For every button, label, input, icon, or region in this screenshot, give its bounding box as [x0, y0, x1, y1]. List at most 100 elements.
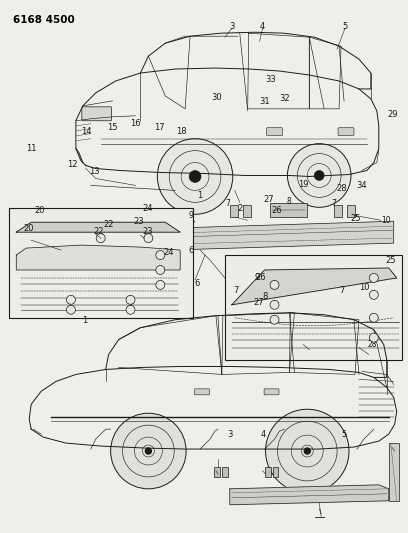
Text: 30: 30 [211, 93, 222, 102]
Text: 28: 28 [367, 340, 377, 349]
Circle shape [67, 305, 75, 314]
Bar [389, 443, 399, 501]
Text: 23: 23 [142, 227, 153, 236]
Text: 8: 8 [286, 197, 291, 206]
Bar [222, 467, 228, 477]
FancyBboxPatch shape [82, 107, 112, 121]
Bar [334, 205, 342, 217]
Text: 31: 31 [259, 96, 270, 106]
Text: 16: 16 [130, 119, 140, 128]
Circle shape [67, 295, 75, 304]
Text: 6: 6 [194, 279, 200, 288]
Bar [230, 205, 238, 217]
Text: 22: 22 [93, 227, 104, 236]
Circle shape [181, 163, 209, 190]
Text: 3: 3 [228, 430, 233, 439]
Text: 4: 4 [260, 22, 265, 31]
Polygon shape [170, 221, 394, 250]
Text: 1: 1 [197, 191, 203, 200]
Circle shape [126, 305, 135, 314]
Text: 6168 4500: 6168 4500 [13, 15, 75, 25]
Circle shape [369, 273, 378, 282]
Circle shape [270, 280, 279, 289]
Text: 27: 27 [253, 298, 264, 308]
Circle shape [157, 139, 233, 214]
Text: 19: 19 [298, 180, 308, 189]
Text: 2: 2 [129, 300, 134, 309]
Circle shape [189, 171, 201, 182]
Text: 17: 17 [154, 123, 165, 132]
FancyBboxPatch shape [266, 128, 282, 136]
Text: 11: 11 [27, 144, 37, 154]
Text: 6: 6 [188, 246, 194, 255]
FancyBboxPatch shape [338, 128, 354, 136]
Text: 24: 24 [163, 247, 173, 256]
Bar [273, 467, 279, 477]
Circle shape [291, 435, 323, 467]
Text: 15: 15 [108, 123, 118, 132]
Circle shape [369, 290, 378, 300]
Circle shape [304, 448, 310, 454]
Text: 14: 14 [81, 127, 92, 136]
Circle shape [314, 171, 324, 181]
Bar [264, 467, 271, 477]
Circle shape [135, 437, 162, 465]
Text: 20: 20 [23, 224, 34, 233]
Circle shape [111, 413, 186, 489]
Text: 27: 27 [264, 195, 274, 204]
Circle shape [122, 425, 174, 477]
Circle shape [156, 265, 165, 274]
Text: 32: 32 [280, 94, 290, 103]
Circle shape [145, 448, 151, 454]
Text: 7: 7 [225, 199, 230, 208]
Text: 33: 33 [266, 75, 276, 84]
Bar [214, 467, 220, 477]
Bar [243, 205, 251, 217]
Text: 25: 25 [351, 214, 361, 223]
Text: 5: 5 [342, 22, 348, 31]
Text: 9: 9 [188, 211, 193, 220]
Text: 24: 24 [142, 204, 153, 213]
Text: 25: 25 [386, 255, 396, 264]
Text: 23: 23 [134, 217, 144, 226]
Text: 10: 10 [359, 282, 369, 292]
Text: 26: 26 [272, 206, 282, 215]
Circle shape [156, 251, 165, 260]
FancyBboxPatch shape [195, 389, 209, 395]
Text: 26: 26 [255, 273, 266, 282]
Circle shape [126, 295, 135, 304]
Bar [9, 208, 193, 318]
Text: 20: 20 [35, 206, 45, 215]
Bar [270, 203, 307, 217]
Text: 10: 10 [381, 216, 390, 225]
Circle shape [277, 421, 337, 481]
Circle shape [156, 280, 165, 289]
Text: 12: 12 [67, 160, 78, 169]
Polygon shape [232, 268, 397, 305]
Text: 29: 29 [387, 110, 398, 119]
Circle shape [302, 445, 313, 457]
Text: 5: 5 [341, 430, 346, 439]
Text: 2: 2 [237, 204, 242, 213]
Bar [225, 255, 401, 360]
Polygon shape [16, 222, 180, 232]
Circle shape [270, 300, 279, 309]
Text: 7: 7 [339, 286, 344, 295]
Circle shape [369, 333, 378, 342]
Circle shape [96, 233, 105, 243]
Polygon shape [16, 245, 180, 270]
Text: 34: 34 [357, 181, 367, 190]
Circle shape [287, 144, 351, 207]
Text: 7: 7 [234, 286, 239, 295]
Text: 13: 13 [89, 166, 100, 175]
Circle shape [307, 164, 331, 188]
Circle shape [169, 151, 221, 203]
Text: 28: 28 [337, 184, 347, 193]
Bar [347, 205, 355, 217]
Text: 4: 4 [260, 430, 265, 439]
Text: 3: 3 [229, 22, 235, 31]
Text: 7: 7 [332, 199, 337, 208]
Polygon shape [230, 485, 389, 505]
Text: 18: 18 [176, 127, 187, 136]
Circle shape [142, 445, 154, 457]
